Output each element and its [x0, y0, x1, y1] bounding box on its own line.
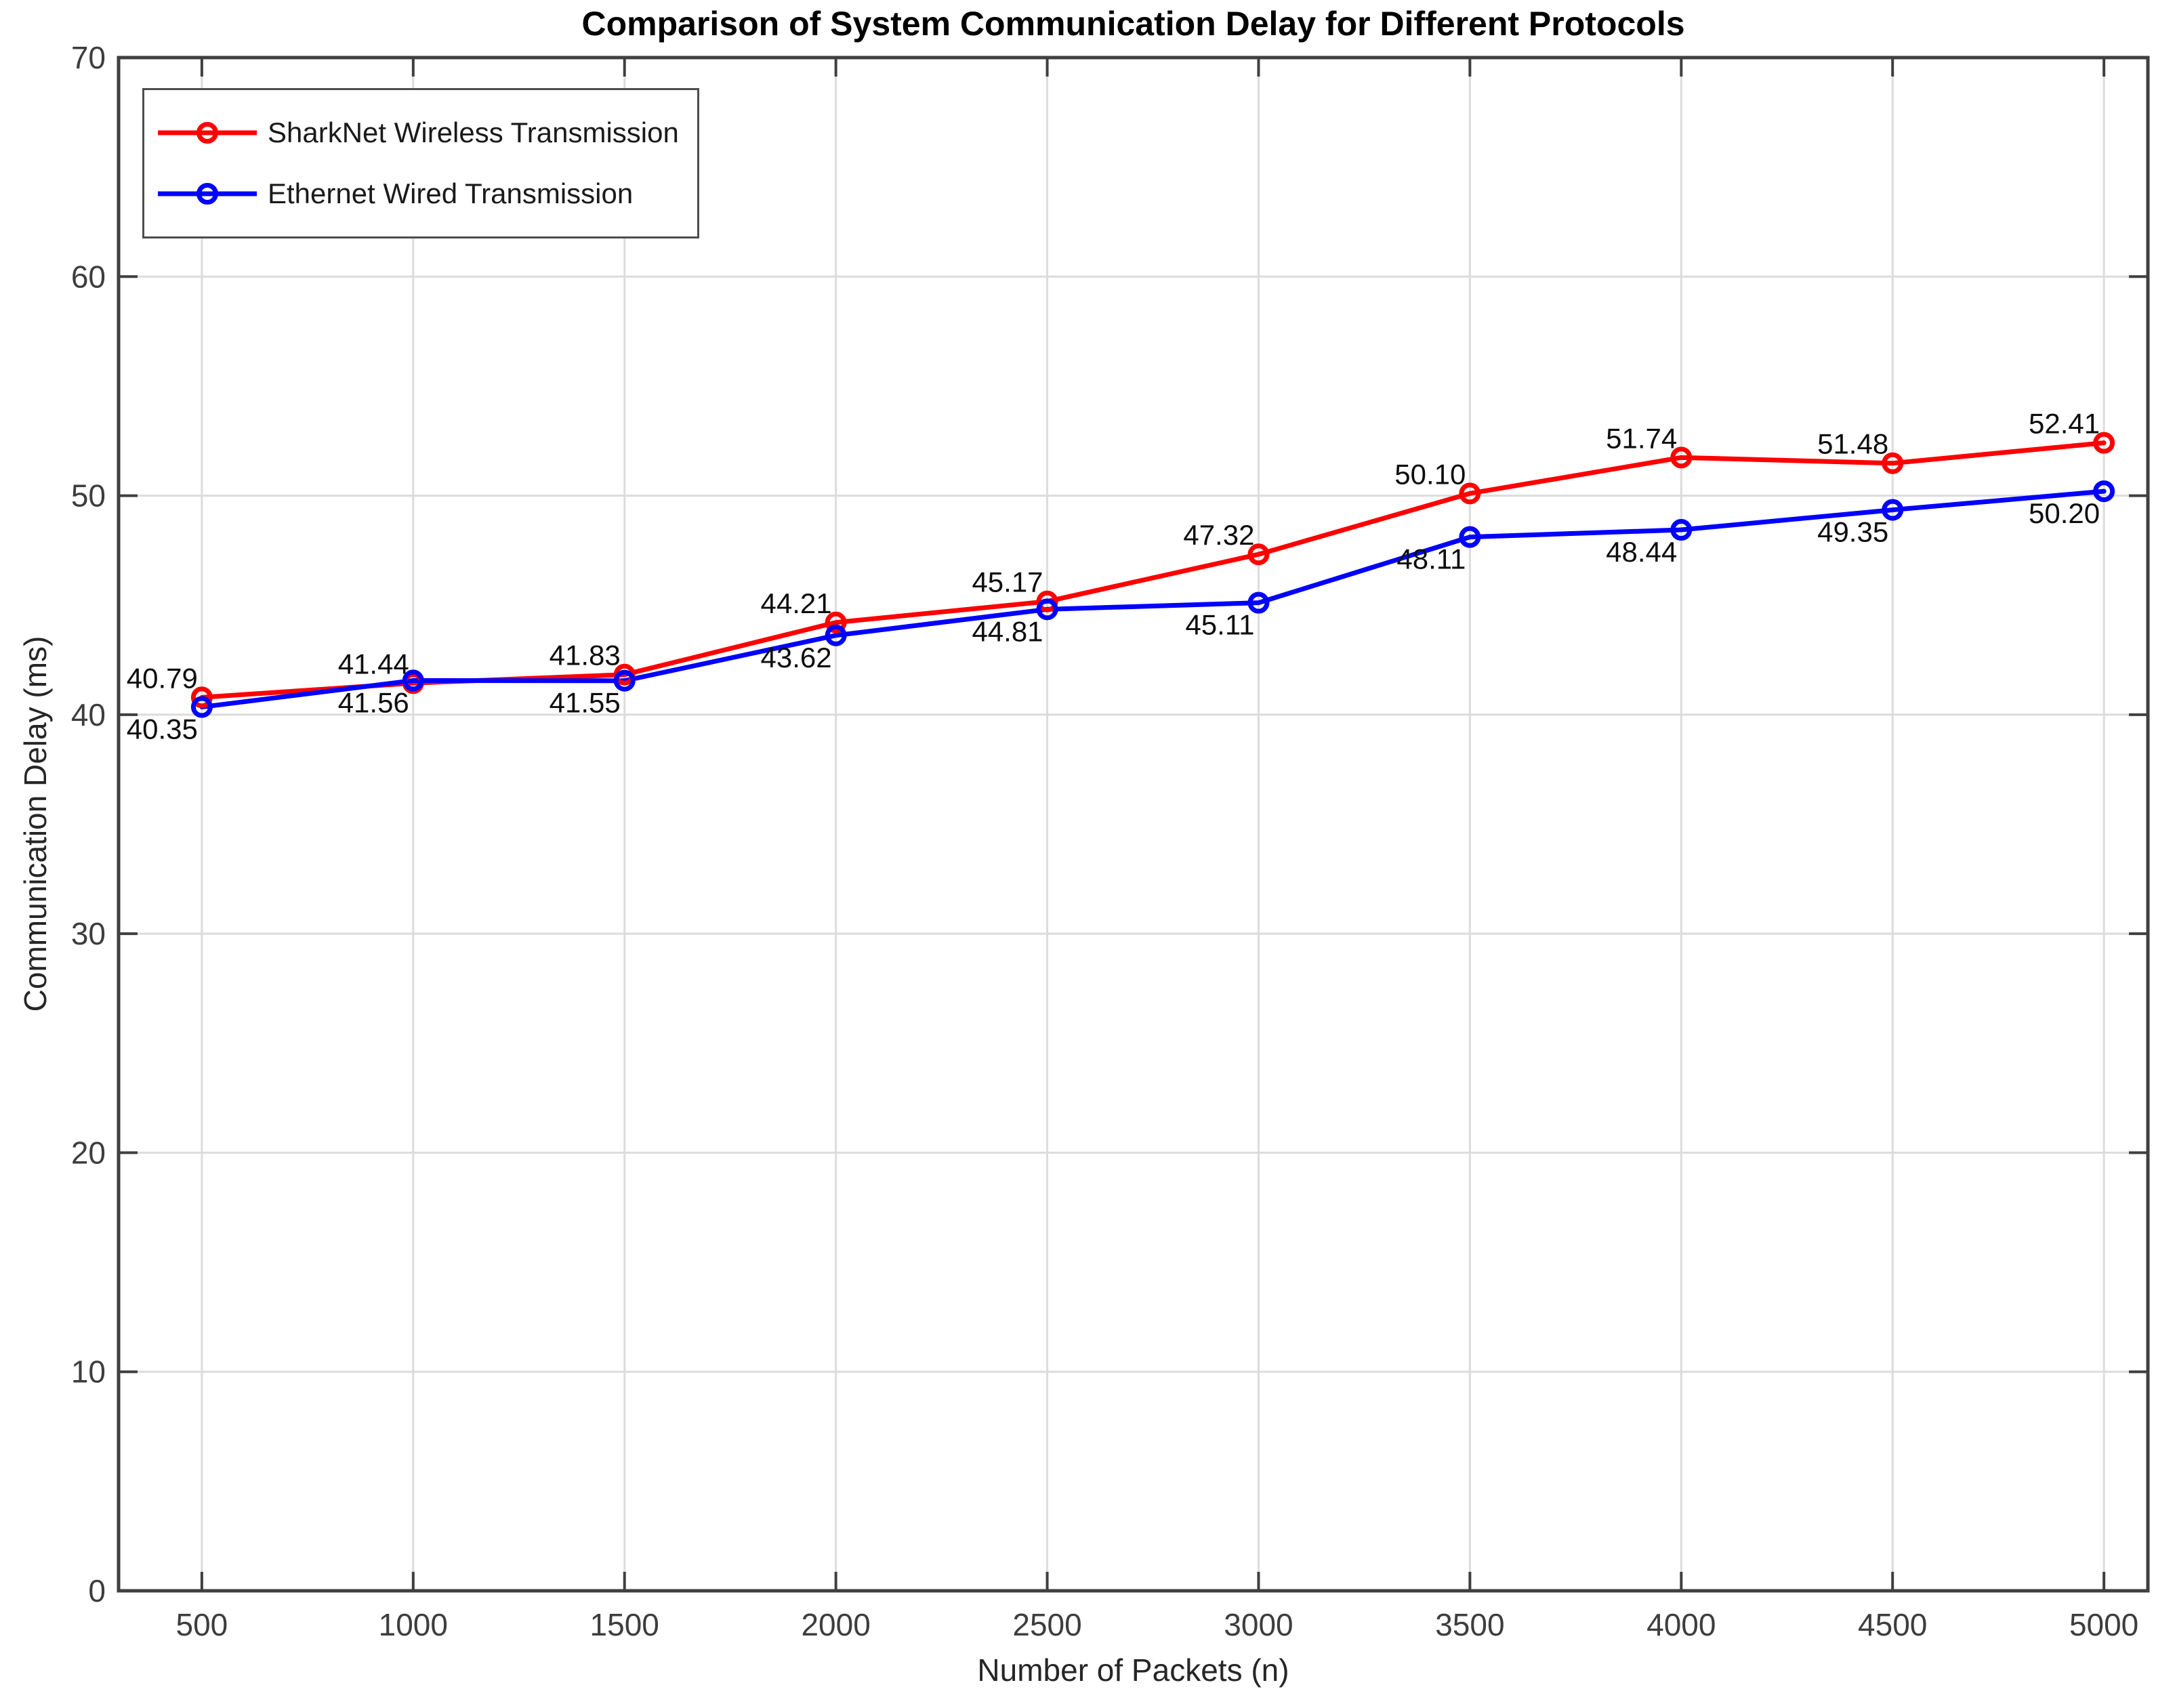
legend-label: Ethernet Wired Transmission	[268, 178, 634, 209]
data-marker-1	[613, 669, 636, 692]
data-label-0: 50.10	[1394, 458, 1466, 490]
data-label-0: 51.74	[1606, 422, 1677, 454]
data-marker-1	[190, 696, 213, 718]
legend-label: SharkNet Wireless Transmission	[268, 117, 679, 148]
data-label-0: 45.17	[972, 566, 1043, 598]
data-label-1: 45.11	[1185, 609, 1254, 641]
chart-title: Comparison of System Communication Delay…	[581, 5, 1685, 43]
data-marker-1	[1882, 499, 1904, 521]
x-tick-label: 2500	[1012, 1607, 1081, 1642]
data-label-1: 49.35	[1817, 516, 1888, 548]
x-tick-label: 4000	[1646, 1607, 1716, 1642]
y-tick-label: 50	[71, 478, 106, 514]
legend-line-sample-icon	[158, 122, 257, 144]
data-label-0: 52.41	[2029, 408, 2100, 440]
data-marker-0	[1036, 590, 1058, 612]
data-label-0: 41.83	[550, 640, 621, 671]
data-label-0: 51.48	[1817, 428, 1888, 460]
data-label-0: 41.44	[338, 648, 409, 680]
axes-box	[117, 56, 2150, 1593]
y-tick-label: 30	[71, 916, 106, 951]
x-tick-label: 3500	[1435, 1607, 1504, 1642]
data-label-1: 43.62	[761, 642, 832, 673]
data-marker-0	[1882, 452, 1904, 474]
data-marker-0	[2093, 432, 2115, 454]
x-axis-label: Number of Packets (n)	[977, 1652, 1289, 1688]
legend-line-sample-icon	[158, 183, 257, 205]
data-label-1: 41.55	[550, 687, 621, 719]
data-marker-1	[1459, 526, 1481, 548]
y-tick-label: 10	[71, 1354, 106, 1390]
x-tick-label: 1500	[590, 1607, 659, 1642]
x-tick-label: 2000	[801, 1607, 870, 1642]
data-marker-1	[1247, 591, 1270, 614]
data-label-1: 40.35	[127, 713, 198, 745]
y-tick-label: 70	[71, 40, 106, 75]
legend: SharkNet Wireless Transmission Ethernet …	[142, 88, 699, 238]
data-label-0: 47.32	[1183, 519, 1254, 551]
legend-entry-sharknet: SharkNet Wireless Transmission	[154, 112, 697, 153]
y-tick-label: 0	[88, 1573, 106, 1608]
x-tick-label: 1000	[379, 1607, 448, 1642]
y-tick-label: 40	[71, 697, 106, 732]
x-tick-label: 500	[176, 1607, 228, 1642]
x-tick-label: 5000	[2069, 1607, 2138, 1642]
x-tick-label: 4500	[1858, 1607, 1927, 1642]
series-line-1	[199, 488, 2107, 710]
data-marker-0	[825, 611, 847, 633]
x-tick-label: 3000	[1224, 1607, 1293, 1642]
y-axis-label: Communication Delay (ms)	[18, 636, 53, 1012]
legend-entry-ethernet: Ethernet Wired Transmission	[154, 173, 697, 214]
data-label-0: 40.79	[127, 662, 198, 694]
data-label-1: 48.44	[1606, 536, 1677, 568]
data-marker-0	[1247, 543, 1270, 566]
series-line-0	[199, 440, 2107, 700]
data-marker-1	[402, 669, 424, 692]
data-marker-1	[1036, 598, 1058, 621]
data-label-1: 44.81	[972, 615, 1043, 647]
data-label-1: 41.56	[338, 686, 409, 718]
data-marker-0	[1670, 446, 1693, 469]
data-marker-1	[2093, 480, 2115, 503]
data-label-1: 48.11	[1396, 543, 1466, 575]
data-marker-1	[825, 624, 847, 646]
data-label-1: 50.20	[2029, 497, 2100, 529]
data-marker-0	[190, 686, 213, 709]
y-tick-label: 60	[71, 259, 106, 294]
data-marker-1	[1670, 519, 1693, 541]
data-label-0: 44.21	[761, 587, 832, 619]
y-tick-label: 20	[71, 1135, 106, 1170]
data-marker-0	[1459, 482, 1481, 505]
